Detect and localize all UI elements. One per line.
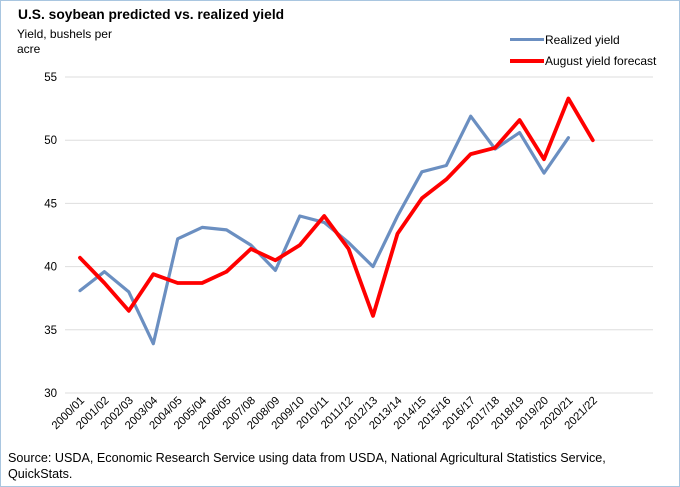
y-tick-label-30: 30 — [44, 388, 57, 400]
legend-item-august-forecast: August yield forecast — [510, 53, 656, 68]
legend-label-august-forecast: August yield forecast — [545, 53, 657, 68]
legend-item-realized-yield: Realized yield — [510, 32, 656, 47]
y-tick-label-45: 45 — [44, 198, 57, 210]
august-forecast-line-swatch — [510, 58, 544, 63]
y-tick-label-55: 55 — [44, 72, 57, 84]
chart-title: U.S. soybean predicted vs. realized yiel… — [18, 7, 285, 22]
y-tick-label-50: 50 — [44, 135, 57, 147]
series-line-realized-yield — [78, 114, 571, 346]
series-line-august-yield-forecast — [78, 96, 595, 318]
y-axis-unit-label: Yield, bushels per acre — [17, 27, 112, 56]
legend-label-realized-yield: Realized yield — [545, 32, 620, 47]
y-tick-label-35: 35 — [44, 325, 57, 337]
legend: Realized yield August yield forecast — [510, 32, 656, 74]
y-tick-label-40: 40 — [44, 262, 57, 274]
source-note: Source: USDA, Economic Research Service … — [8, 451, 606, 481]
realized-yield-line-swatch — [510, 38, 544, 41]
